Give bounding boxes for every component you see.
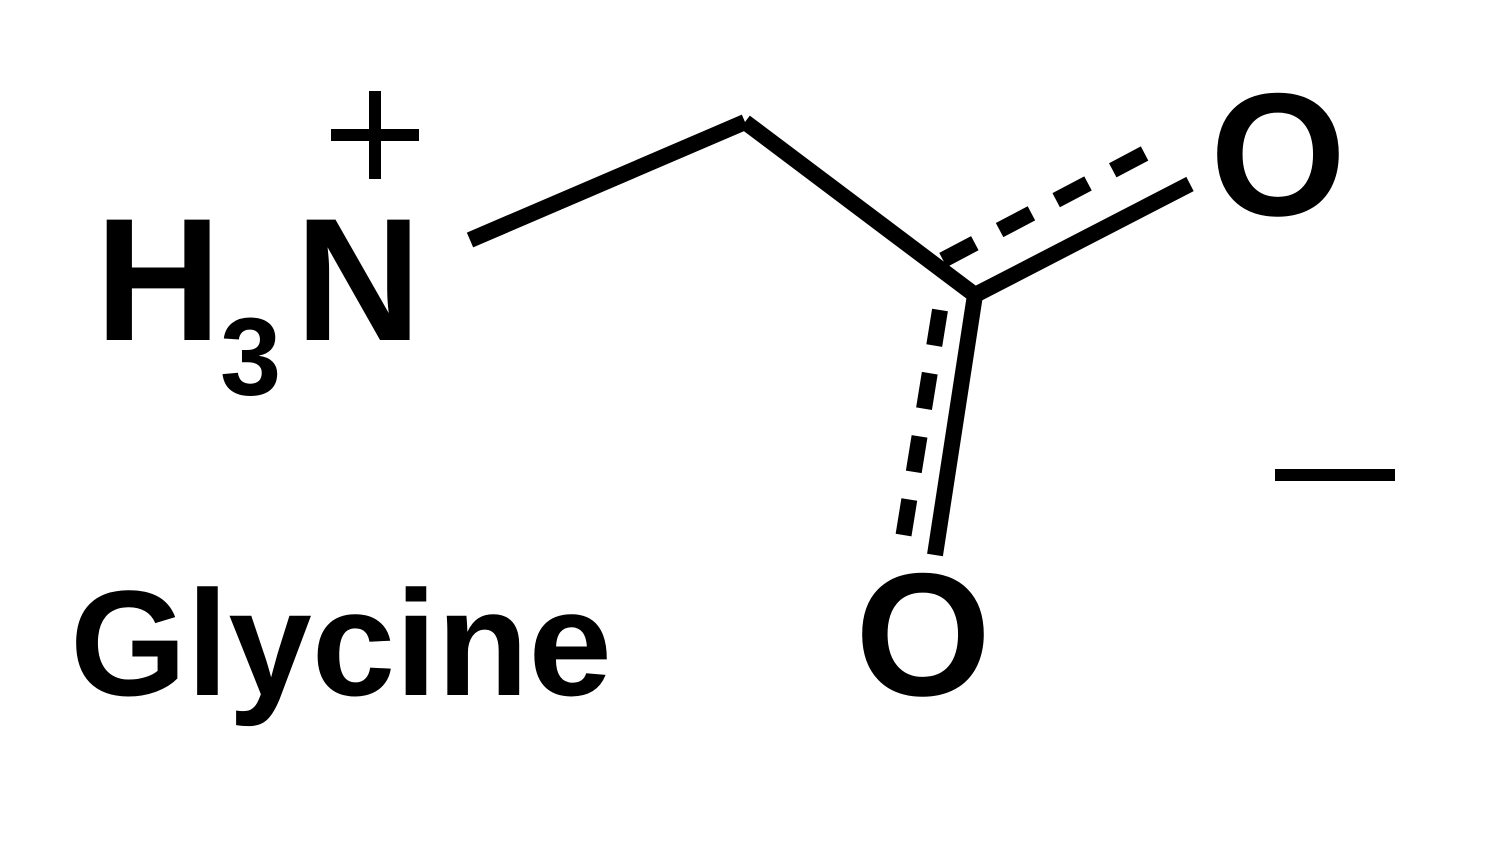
atom-h-subscript: 3 <box>220 296 281 419</box>
atom-o-bottom: O <box>855 538 991 733</box>
atom-h: H <box>95 183 221 378</box>
bond-line <box>470 122 745 240</box>
atom-n: N <box>295 183 421 378</box>
bond-line <box>745 122 975 295</box>
bond-line <box>943 148 1155 260</box>
bond-line <box>975 184 1190 295</box>
molecule-name: Glycine <box>70 559 612 727</box>
molecule-diagram: H3N O O Glycine <box>0 0 1500 845</box>
atom-o-top: O <box>1210 58 1346 253</box>
